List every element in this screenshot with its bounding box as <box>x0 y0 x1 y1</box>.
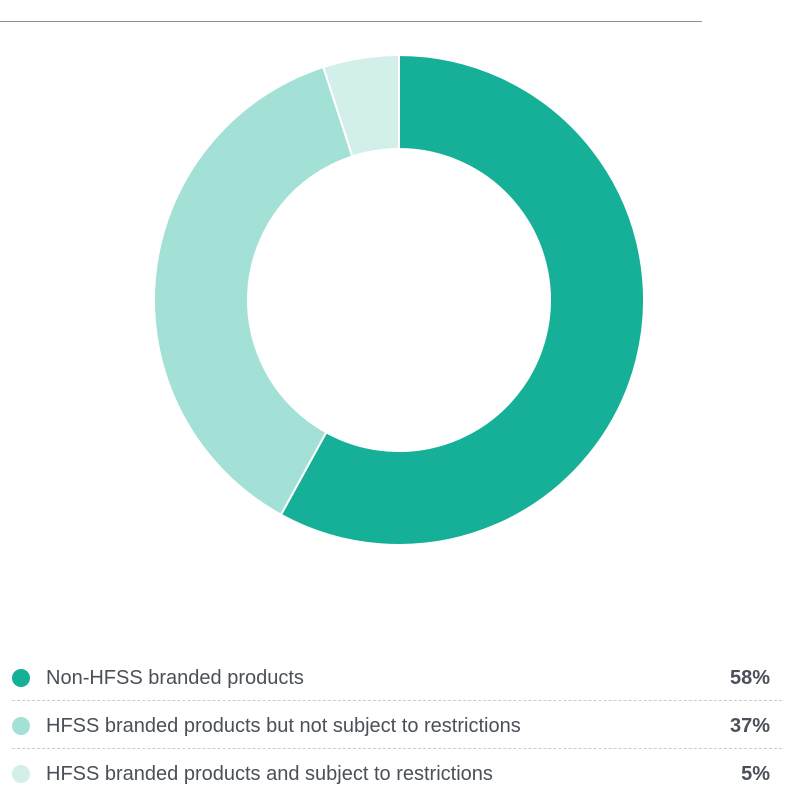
donut-slice-non-hfss <box>279 53 645 546</box>
donut-slice-hfss-unrestricted <box>153 65 354 517</box>
legend-label: HFSS branded products but not subject to… <box>46 715 521 737</box>
legend-value: 58% <box>729 667 770 689</box>
legend-swatch-hfss-restricted <box>12 765 30 783</box>
legend-item: HFSS branded products but not subject to… <box>12 701 782 749</box>
donut-slice-hfss-restricted <box>322 53 400 158</box>
top-divider <box>0 21 702 22</box>
donut-chart <box>153 53 645 546</box>
legend: Non-HFSS branded products 58% HFSS brand… <box>12 653 782 797</box>
legend-value: 37% <box>729 715 770 737</box>
legend-swatch-non-hfss <box>12 669 30 687</box>
legend-item: Non-HFSS branded products 58% <box>12 653 782 701</box>
legend-label: Non-HFSS branded products <box>46 667 304 689</box>
legend-swatch-hfss-unrestricted <box>12 717 30 735</box>
legend-value: 5% <box>741 763 770 785</box>
legend-item: HFSS branded products and subject to res… <box>12 749 782 797</box>
legend-label: HFSS branded products and subject to res… <box>46 763 493 785</box>
